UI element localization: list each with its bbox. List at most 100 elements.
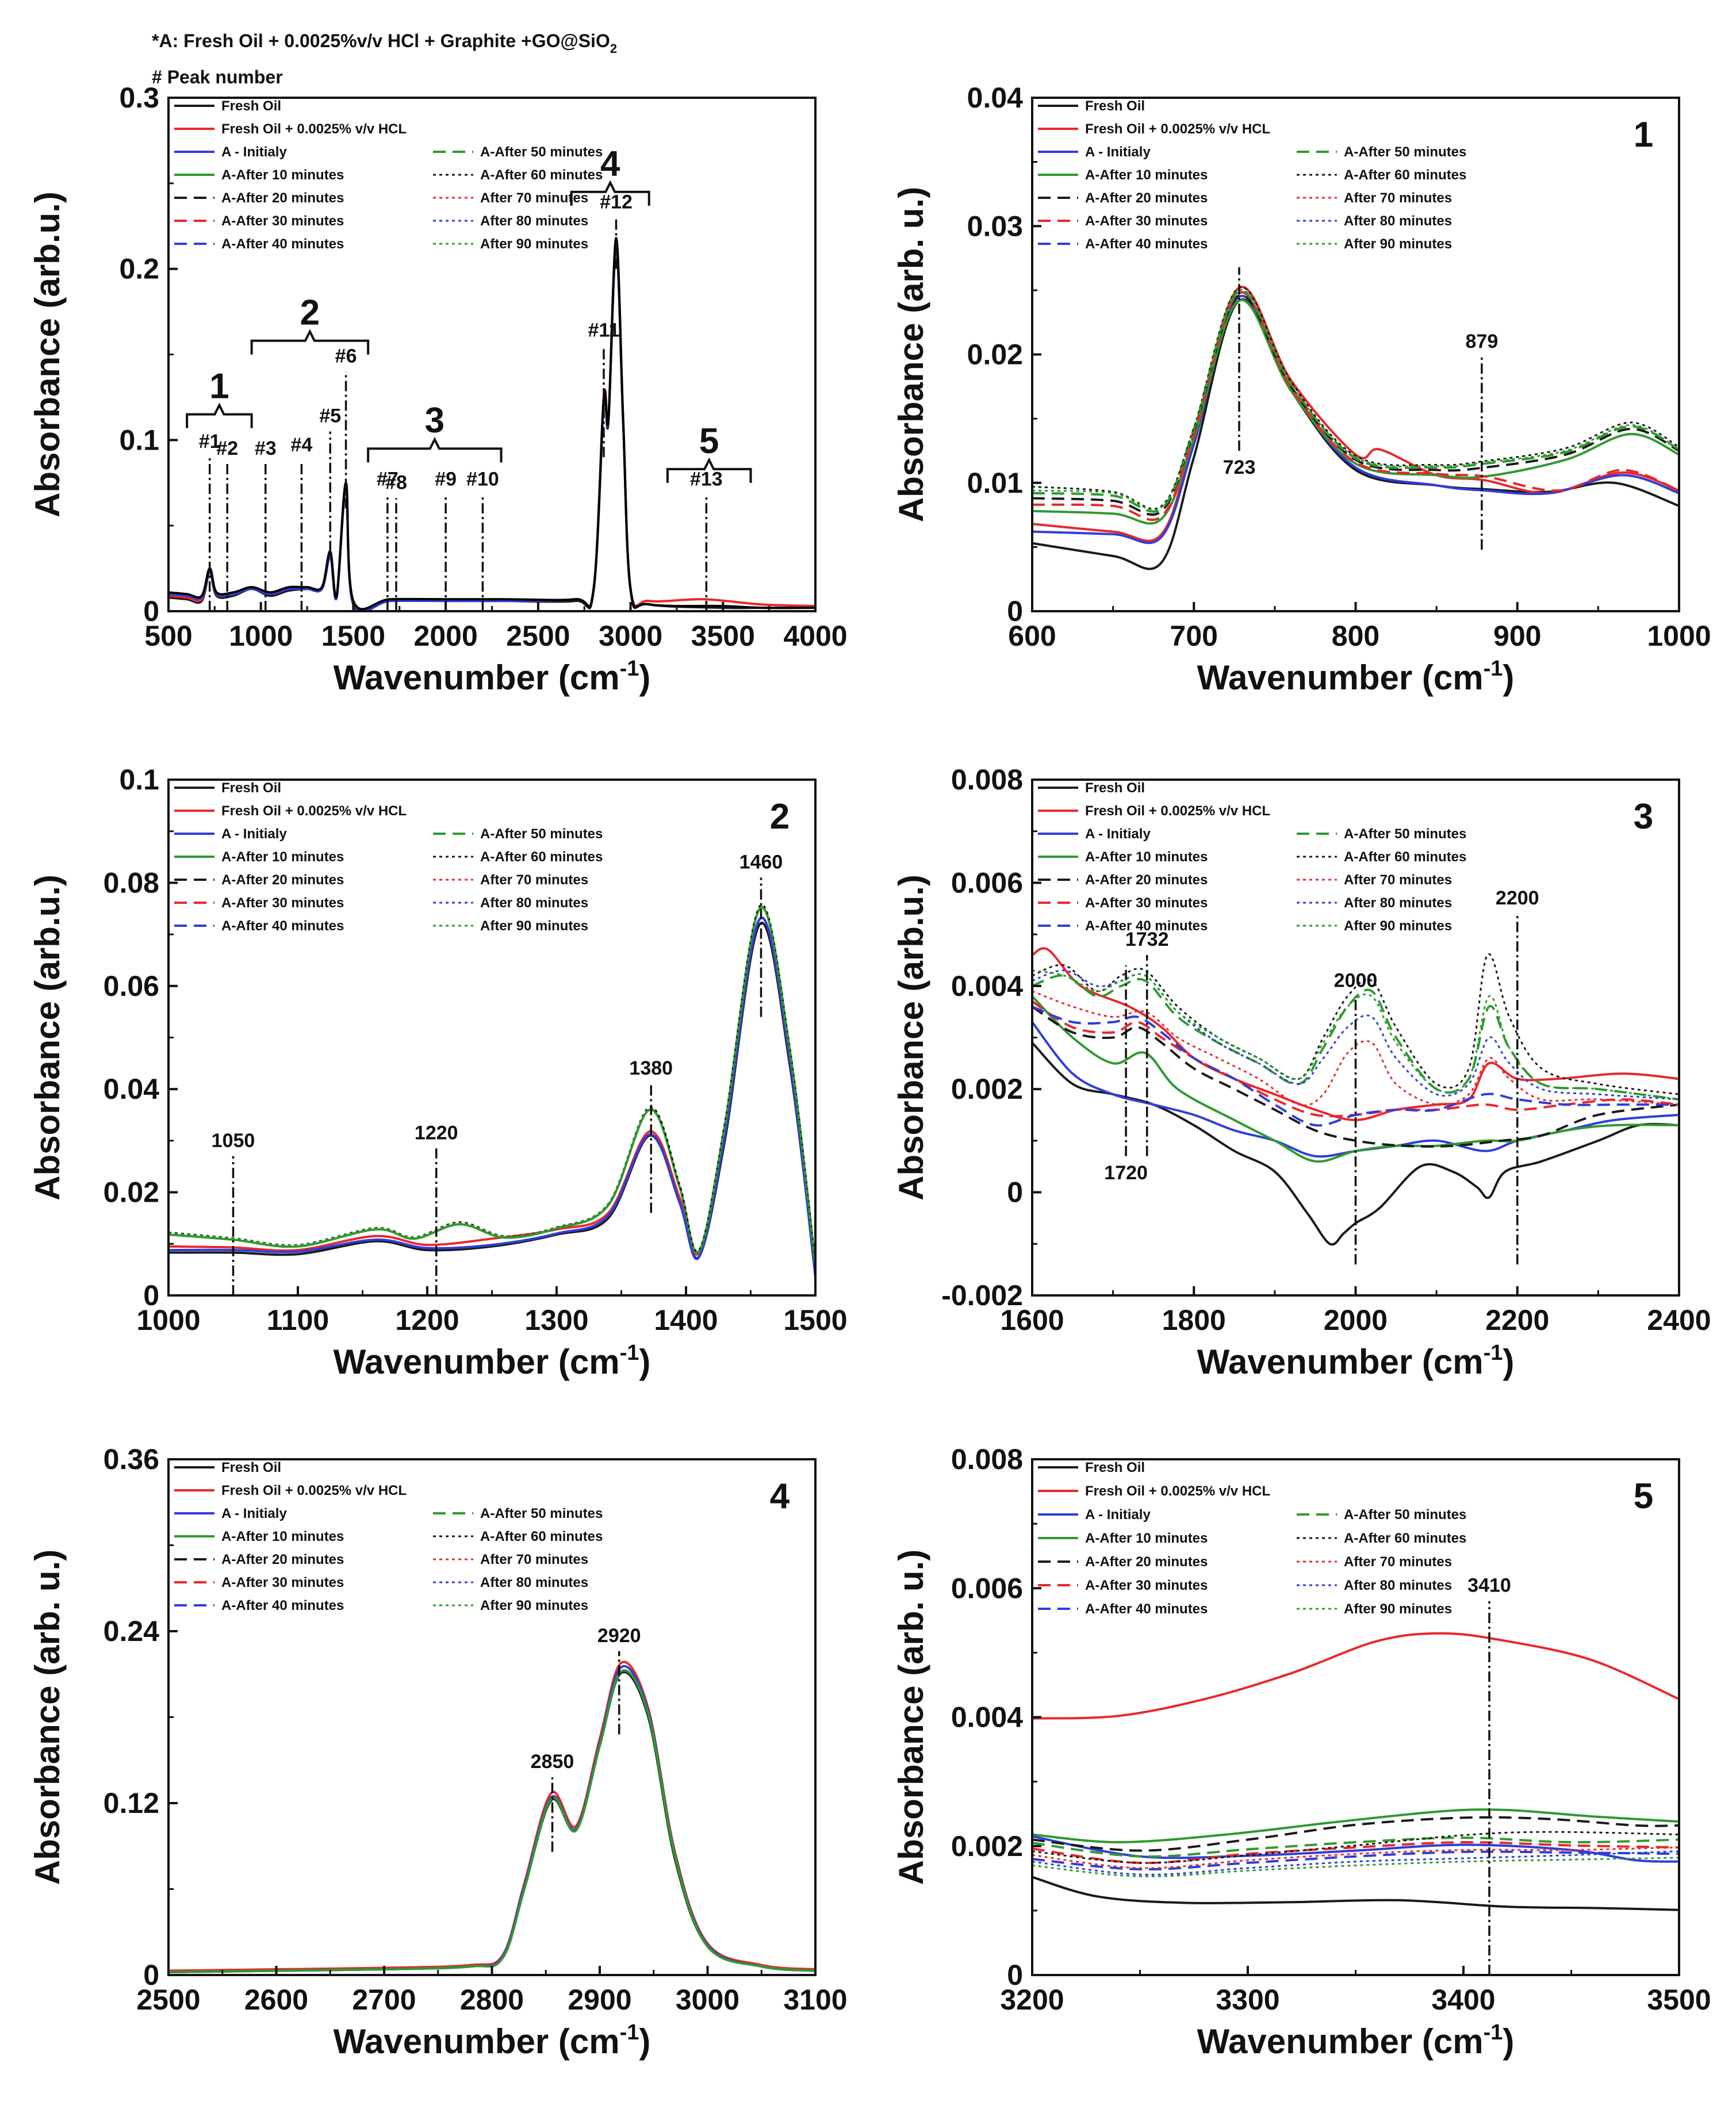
x-axis-title: Wavenumber (cm-1) (1197, 657, 1515, 697)
legend-label-1: Fresh Oil + 0.0025% v/v HCL (221, 1483, 407, 1498)
x-axis-title: Wavenumber (cm-1) (334, 657, 651, 697)
group-bracket-3 (570, 180, 650, 206)
peak-label-0: 1050 (212, 1130, 255, 1152)
x-tick-label-3: 900 (1493, 620, 1541, 652)
legend-label-2: A - Initialy (1085, 144, 1151, 160)
legend-label-11: After 90 minutes (480, 236, 588, 252)
x-axis-title: Wavenumber (cm-1) (334, 2020, 651, 2061)
x-tick-label-0: 500 (144, 620, 192, 652)
series-line-2 (1032, 1835, 1679, 1863)
legend-label-9: After 70 minutes (1344, 190, 1452, 206)
legend-label-8: A-After 60 minutes (480, 849, 603, 865)
x-axis-title-close: ) (1503, 2022, 1514, 2061)
peak-label-0: #1 (199, 431, 221, 453)
y-tick-label-4: 0.008 (951, 1443, 1023, 1475)
peak-label-9: #10 (466, 469, 499, 490)
y-tick-label-1: 0.002 (951, 1830, 1023, 1862)
y-tick-label-1: 0 (1007, 1176, 1023, 1209)
panel-number: 2 (770, 797, 790, 837)
legend-label-1: Fresh Oil + 0.0025% v/v HCL (1085, 1483, 1270, 1499)
series-group (1032, 1632, 1679, 1911)
peak-label-12: #13 (690, 469, 723, 490)
peak-label-2: #3 (255, 438, 277, 459)
x-axis-title: Wavenumber (cm-1) (334, 1341, 651, 1381)
y-tick-label-4: 0.006 (951, 866, 1023, 899)
group-number-3: 4 (600, 144, 620, 184)
x-tick-label-5: 3000 (599, 620, 662, 652)
x-axis-title-superscript: -1 (1484, 2020, 1503, 2045)
peak-label-4: #5 (319, 405, 341, 427)
legend-label-1: Fresh Oil + 0.0025% v/v HCL (221, 803, 407, 819)
series-line-10 (1032, 1850, 1679, 1876)
legend-label-0: Fresh Oil (221, 780, 281, 796)
x-tick-label-2: 2000 (1324, 1304, 1388, 1336)
y-tick-label-1: 0.02 (104, 1176, 159, 1209)
legend-label-10: After 80 minutes (1344, 1578, 1452, 1593)
y-axis-title: Absorbance (arb. u.) (28, 1550, 67, 1885)
panel-number: 1 (1634, 115, 1653, 155)
x-axis-title-superscript: -1 (620, 2020, 639, 2045)
y-tick-label-0: 0 (1007, 595, 1023, 627)
x-tick-label-0: 1600 (1000, 1304, 1064, 1336)
legend-label-9: After 70 minutes (1344, 872, 1452, 888)
legend-label-8: A-After 60 minutes (1344, 849, 1466, 865)
peak-label-1: 2920 (597, 1625, 641, 1647)
legend-label-7: A-After 50 minutes (480, 826, 603, 842)
y-tick-label-0: 0 (143, 1279, 159, 1312)
x-axis-title-superscript: -1 (1484, 657, 1503, 681)
legend: Fresh Oil Fresh Oil + 0.0025% v/v HCL A - … (174, 98, 603, 252)
y-axis-title: Absorbance (arb.u.) (28, 875, 67, 1201)
y-tick-label-5: 0.1 (119, 764, 159, 796)
peak-label-2: 1380 (629, 1057, 673, 1079)
series-line-3 (168, 1669, 815, 1973)
group-number-0: 1 (209, 367, 229, 407)
legend-label-7: A-After 50 minutes (480, 144, 603, 160)
y-tick-label-2: 0.004 (951, 1701, 1023, 1734)
y-tick-label-4: 0.04 (967, 82, 1024, 114)
legend-label-1: Fresh Oil + 0.0025% v/v HCL (1085, 121, 1270, 137)
legend-label-3: A-After 10 minutes (1085, 849, 1208, 865)
series-line-8 (1032, 953, 1679, 1095)
legend-label-4: A-After 20 minutes (221, 1552, 344, 1567)
x-tick-label-5: 3000 (676, 1984, 739, 2016)
x-tick-label-7: 4000 (783, 620, 847, 652)
series-line-6 (1032, 290, 1679, 513)
chart-panel1: 723 879 600 700 800 900 1000 0 0.01 0.02 0.03 0.04 W… (892, 82, 1711, 697)
legend-label-4: A-After 20 minutes (221, 190, 344, 206)
legend-label-6: A-After 40 minutes (221, 918, 344, 934)
y-tick-label-4: 0.08 (104, 866, 159, 899)
y-tick-label-3: 0.3 (119, 82, 159, 114)
peak-label-1: 1220 (415, 1122, 458, 1144)
series-group (168, 237, 815, 611)
x-axis-title-close: ) (639, 1343, 650, 1381)
y-tick-label-0: -0.002 (941, 1279, 1023, 1312)
x-axis-title-close: ) (639, 658, 650, 697)
legend-label-8: A-After 60 minutes (1344, 1531, 1466, 1546)
legend-label-11: After 90 minutes (1344, 1601, 1452, 1617)
group-number-4: 5 (699, 421, 719, 461)
peak-label-3: 1460 (739, 851, 783, 873)
peak-label-5: #6 (335, 345, 357, 367)
x-axis-title-superscript: -1 (620, 1341, 639, 1365)
y-tick-label-0: 0 (143, 595, 159, 627)
legend-label-9: After 70 minutes (480, 190, 588, 206)
peak-label-1: #2 (216, 438, 238, 459)
y-tick-label-2: 0.002 (951, 1073, 1023, 1105)
chart-panel4: 2850 2920 2500 2600 2700 2800 2900 3000 3100 0 0.1… (28, 1443, 848, 2061)
panel-number: 3 (1634, 797, 1653, 837)
x-tick-label-2: 1500 (321, 620, 385, 652)
peak-label-2: 2000 (1334, 970, 1378, 992)
x-tick-label-6: 3500 (691, 620, 755, 652)
legend-label-11: After 90 minutes (480, 1598, 588, 1613)
y-tick-label-3: 0.004 (951, 970, 1023, 1002)
x-tick-label-2: 1200 (395, 1304, 459, 1336)
y-axis-title: Absorbance (arb.u.) (28, 191, 67, 517)
legend-label-10: After 80 minutes (480, 895, 588, 911)
composition-note: *A: Fresh Oil + 0.0025%v/v HCl + Graphit… (152, 30, 617, 56)
legend-label-5: A-After 30 minutes (1085, 1578, 1208, 1593)
legend-label-0: Fresh Oil (221, 98, 281, 114)
series-line-0 (168, 922, 815, 1275)
series-line-5 (1032, 1000, 1679, 1118)
legend-label-6: A-After 40 minutes (1085, 918, 1208, 934)
legend-label-5: A-After 30 minutes (221, 213, 344, 229)
